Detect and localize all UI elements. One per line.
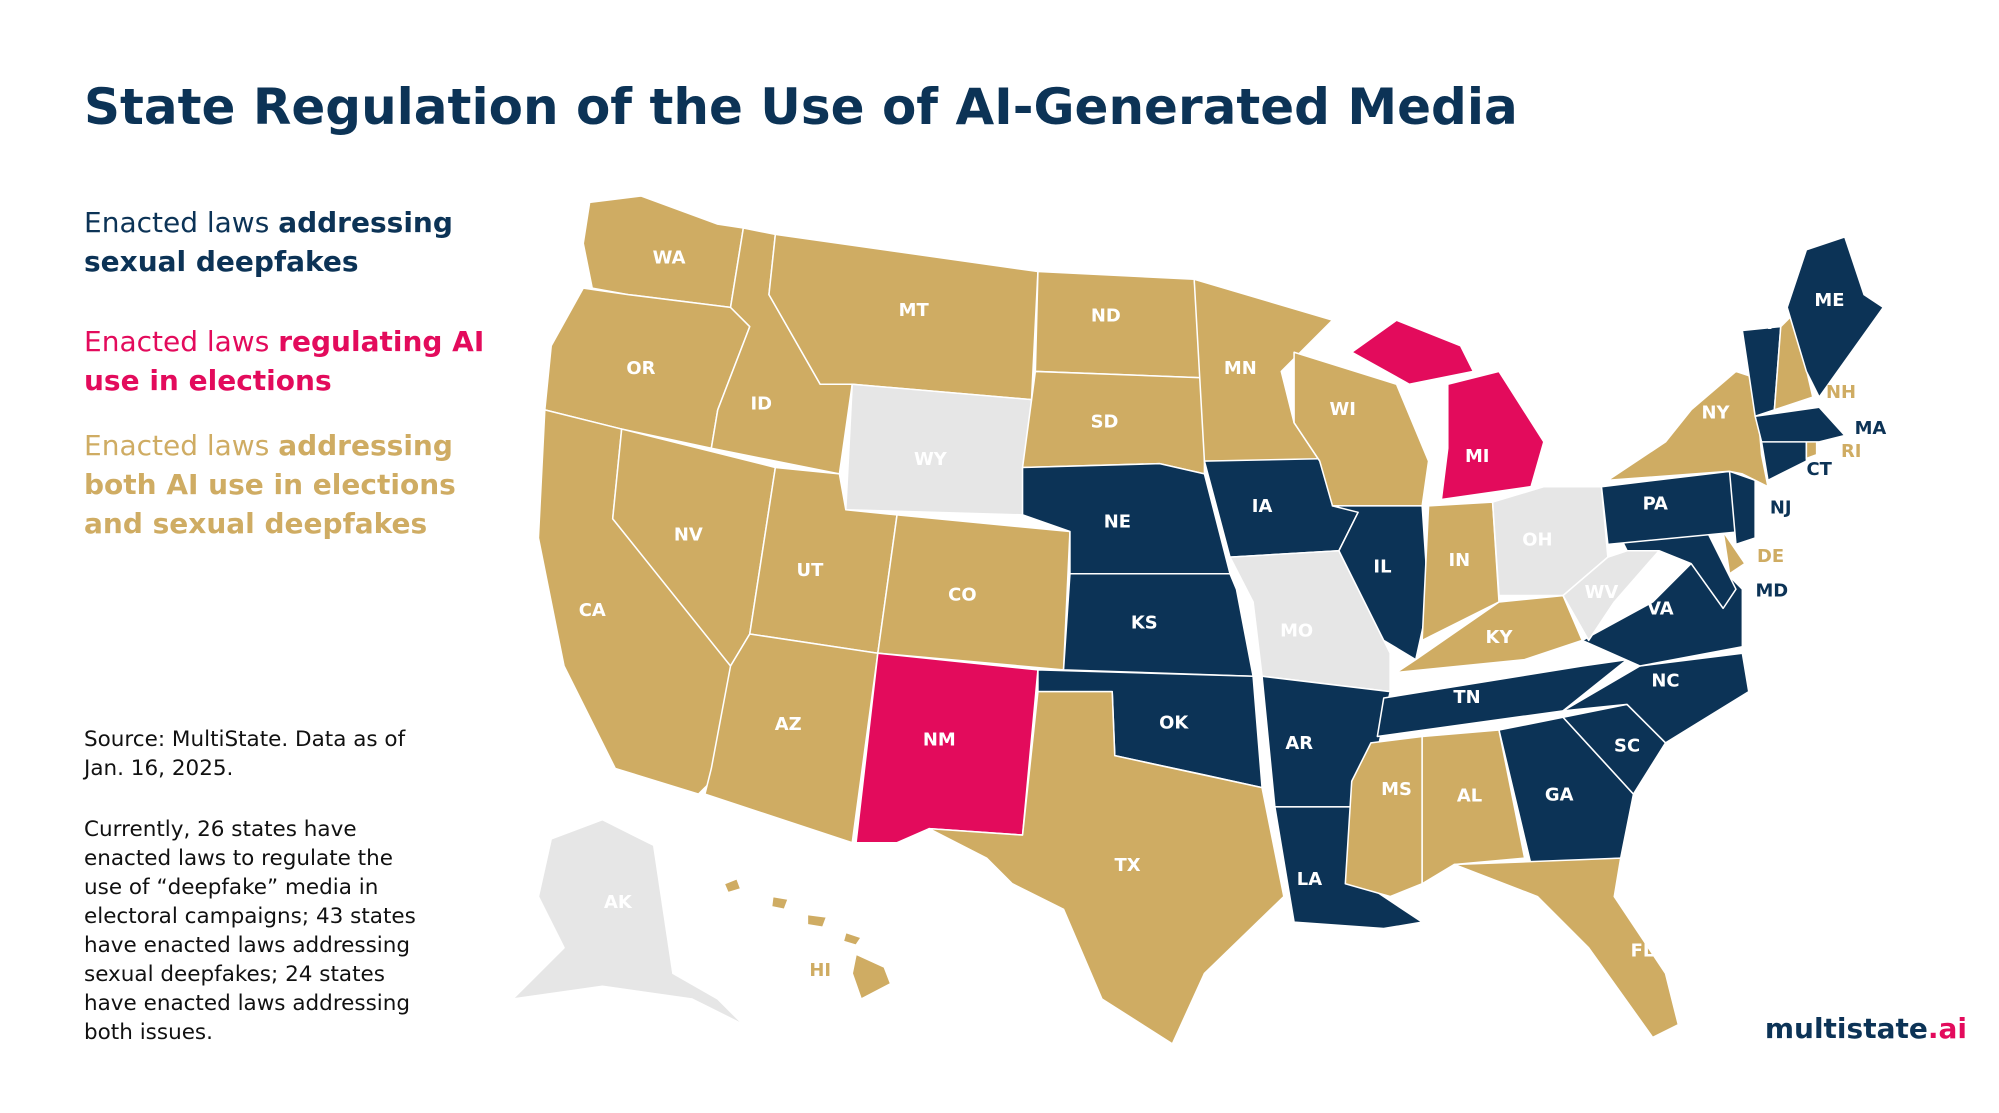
state-label: MO bbox=[1280, 620, 1313, 641]
state-label: SD bbox=[1091, 412, 1119, 433]
state-label: LA bbox=[1297, 869, 1322, 890]
state-shape bbox=[1498, 716, 1635, 866]
state-label: NC bbox=[1651, 670, 1679, 691]
state-shape bbox=[1453, 857, 1680, 1039]
state-shape bbox=[1619, 524, 1737, 610]
legend-emphasis: regulating AI use in elections bbox=[84, 325, 485, 397]
brand-name: multistate bbox=[1764, 1012, 1928, 1045]
state-label: NH bbox=[1826, 382, 1856, 403]
state-label: ID bbox=[751, 394, 773, 415]
state-label: MA bbox=[1855, 418, 1887, 439]
legend-text: Enacted laws bbox=[84, 206, 270, 239]
state-label: MT bbox=[899, 300, 930, 321]
note: Currently, 26 states have enacted laws t… bbox=[84, 817, 416, 1045]
state-label: AL bbox=[1457, 786, 1482, 807]
state-label: CT bbox=[1807, 459, 1833, 480]
state-label: MS bbox=[1381, 779, 1412, 800]
state-label: NE bbox=[1104, 512, 1131, 533]
state-label: WY bbox=[914, 449, 948, 470]
state-shape bbox=[1331, 505, 1430, 661]
state-label: OR bbox=[626, 358, 655, 379]
state-label: GA bbox=[1545, 784, 1574, 805]
state-label: AZ bbox=[775, 714, 802, 735]
state-label: CO bbox=[948, 585, 976, 606]
state-label: AK bbox=[604, 892, 633, 913]
state-label: NV bbox=[674, 524, 703, 545]
state-shape bbox=[1607, 370, 1769, 488]
state-shape bbox=[1786, 236, 1885, 398]
state-label: MD bbox=[1755, 581, 1788, 602]
state-shape bbox=[1376, 658, 1628, 738]
state-shape bbox=[1062, 573, 1254, 678]
legend-item: Enacted laws regulating AI use in electi… bbox=[84, 322, 504, 400]
legend-item: Enacted laws addressing both AI use in e… bbox=[84, 426, 504, 543]
state-label: OH bbox=[1522, 529, 1552, 550]
state-label: MN bbox=[1224, 358, 1257, 379]
state-label: HI bbox=[809, 960, 831, 981]
state-shape bbox=[723, 877, 742, 894]
state-label: NM bbox=[923, 729, 956, 750]
state-label: KY bbox=[1486, 627, 1514, 648]
state-label: NJ bbox=[1770, 497, 1792, 518]
state-shape bbox=[806, 913, 828, 929]
legend-emphasis: addressing both AI use in elections and … bbox=[84, 429, 456, 540]
source: Source: MultiState. Data as of Jan. 16, … bbox=[84, 727, 406, 781]
state-shape bbox=[1421, 729, 1526, 885]
state-shape bbox=[928, 690, 1285, 1045]
state-label: NY bbox=[1701, 403, 1730, 424]
state-shape bbox=[1600, 470, 1744, 546]
state-shape bbox=[1728, 470, 1756, 546]
title: State Regulation of the Use of AI-Genera… bbox=[84, 78, 1518, 136]
state-label: AR bbox=[1285, 733, 1313, 754]
state-label: UT bbox=[797, 560, 825, 581]
state-label: SC bbox=[1614, 736, 1640, 757]
brand: multistate.ai bbox=[1765, 1012, 1967, 1045]
state-label: VA bbox=[1647, 599, 1674, 620]
state-label: VT bbox=[1750, 313, 1777, 334]
state-shape bbox=[1754, 406, 1846, 443]
state-label: FL bbox=[1631, 941, 1655, 962]
state-label: KS bbox=[1131, 613, 1158, 634]
state-label: CA bbox=[579, 600, 606, 621]
state-label: DE bbox=[1757, 546, 1784, 567]
state-shape bbox=[704, 633, 879, 844]
state-label: ND bbox=[1091, 305, 1121, 326]
legend-item: Enacted laws addressing sexual deepfakes bbox=[84, 203, 504, 281]
brand-suffix: .ai bbox=[1927, 1012, 1967, 1045]
state-label: WI bbox=[1330, 399, 1356, 420]
state-shape bbox=[1722, 530, 1746, 575]
state-shape bbox=[1440, 370, 1545, 501]
state-label: TN bbox=[1453, 687, 1480, 708]
legend-text: Enacted laws bbox=[84, 429, 270, 462]
state-label: RI bbox=[1841, 441, 1861, 462]
state-label: IA bbox=[1252, 496, 1273, 517]
state-label: PA bbox=[1643, 494, 1668, 515]
legend-emphasis: addressing sexual deepfakes bbox=[84, 206, 453, 278]
state-shape bbox=[1773, 313, 1814, 411]
state-shape bbox=[851, 953, 892, 1000]
state-label: WV bbox=[1585, 582, 1619, 603]
state-label: WA bbox=[653, 248, 686, 269]
state-label: MI bbox=[1465, 446, 1490, 467]
state-label: OK bbox=[1159, 713, 1189, 734]
state-label: IL bbox=[1373, 556, 1391, 577]
state-label: TX bbox=[1115, 855, 1141, 876]
state-label: ME bbox=[1814, 290, 1844, 311]
state-shape bbox=[1350, 319, 1475, 386]
state-label: IN bbox=[1448, 550, 1470, 571]
legend-text: Enacted laws bbox=[84, 325, 270, 358]
state-shape bbox=[512, 818, 745, 1026]
state-shape bbox=[770, 895, 789, 911]
state-shape bbox=[842, 931, 862, 946]
